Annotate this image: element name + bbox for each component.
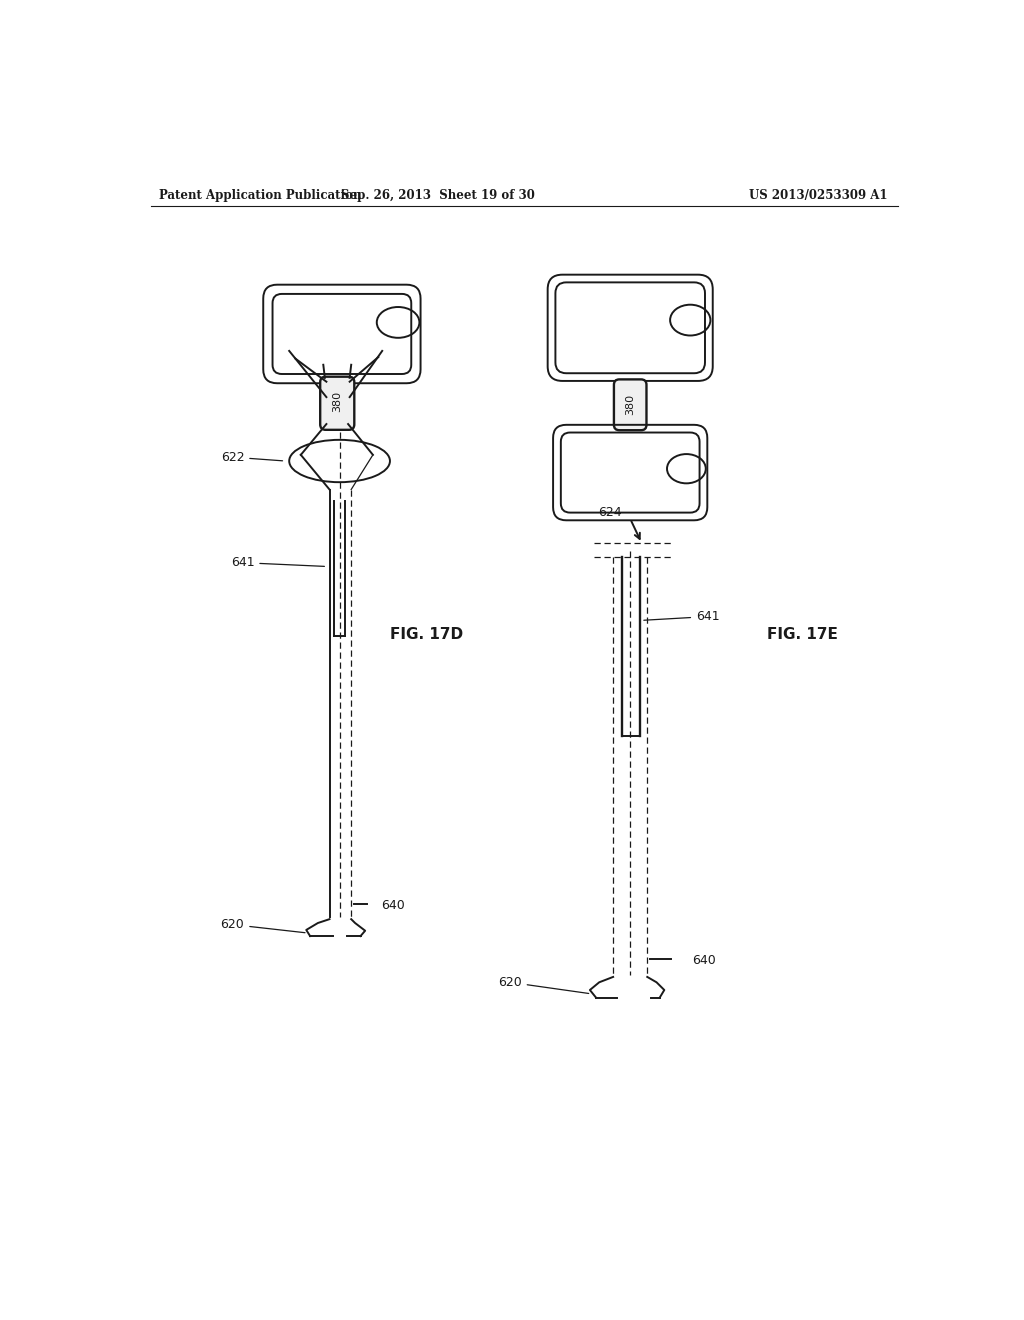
- Text: Sep. 26, 2013  Sheet 19 of 30: Sep. 26, 2013 Sheet 19 of 30: [341, 189, 535, 202]
- Text: 380: 380: [626, 395, 635, 416]
- Text: 620: 620: [498, 975, 589, 994]
- Text: 641: 641: [644, 610, 720, 623]
- Text: FIG. 17E: FIG. 17E: [767, 627, 838, 642]
- Text: 624: 624: [598, 506, 622, 519]
- Text: 622: 622: [220, 450, 283, 463]
- Text: 380: 380: [332, 391, 342, 412]
- Text: 641: 641: [230, 556, 325, 569]
- Text: 640: 640: [692, 954, 716, 968]
- Text: 640: 640: [381, 899, 404, 912]
- Text: FIG. 17D: FIG. 17D: [390, 627, 463, 642]
- FancyBboxPatch shape: [321, 376, 354, 430]
- Text: 620: 620: [220, 917, 305, 933]
- Text: Patent Application Publication: Patent Application Publication: [159, 189, 361, 202]
- FancyBboxPatch shape: [614, 379, 646, 430]
- Text: US 2013/0253309 A1: US 2013/0253309 A1: [749, 189, 888, 202]
